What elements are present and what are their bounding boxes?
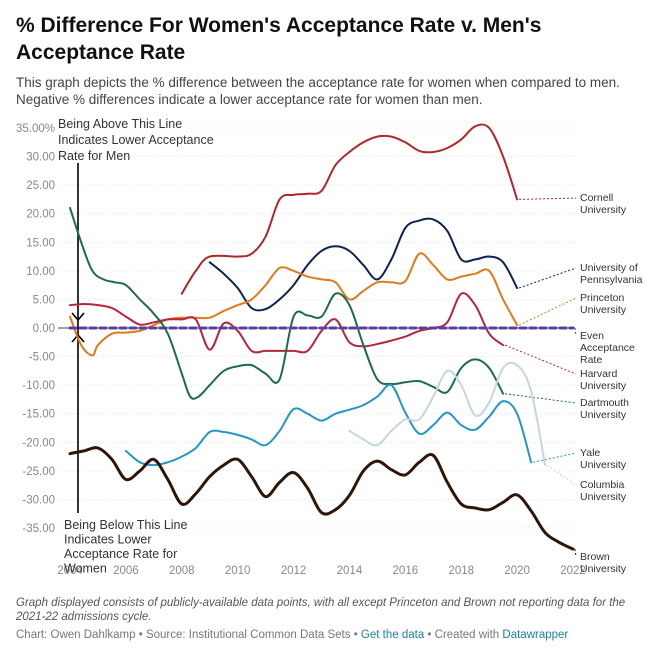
series-label-connector [546, 464, 577, 486]
annotation-above-text: Rate for Men [58, 149, 130, 163]
x-tick-label: 2008 [169, 565, 195, 577]
series-label-connector [574, 549, 577, 558]
series-label-connector [532, 452, 577, 463]
series-label-columbia-university: Columbia [580, 479, 625, 491]
series-label-connector [519, 197, 577, 200]
byline-separator: • [135, 629, 146, 641]
y-tick-label: 25.00 [26, 180, 55, 192]
y-tick-label: -5.00 [29, 352, 55, 364]
series-label-dartmouth-university: Dartmouth [580, 397, 629, 409]
x-tick-label: 2014 [337, 565, 363, 577]
series-label-dartmouth-university: University [580, 409, 627, 421]
series-label-yale-university: Yale [580, 447, 600, 459]
y-tick-label: 5.00 [33, 294, 55, 306]
byline-created-with: Created with [434, 629, 503, 641]
series-label-princeton-university: University [580, 304, 627, 316]
series-label-even-acceptance-rate: Acceptance [580, 342, 635, 354]
x-tick-label: 2004 [57, 565, 83, 577]
annotation-above-text: Indicates Lower Acceptance [58, 133, 214, 147]
series-label-harvard-university: University [580, 380, 627, 392]
series-label-yale-university: University [580, 459, 627, 471]
series-label-university-of-pennsylvania: Pennsylvania [580, 274, 643, 286]
y-tick-label: 20.00 [26, 209, 55, 221]
byline-source: Source: Institutional Common Data Sets [145, 629, 351, 641]
series-line-cornell-university [180, 123, 519, 295]
series-label-columbia-university: University [580, 491, 627, 503]
y-tick-label: -10.00 [22, 380, 55, 392]
series-label-brown-university: University [580, 563, 627, 575]
series-label-cornell-university: Cornell [580, 192, 613, 204]
series-label-even-acceptance-rate: Rate [580, 354, 602, 366]
y-tick-label: 35.00% [16, 123, 55, 135]
byline-author: Chart: Owen Dahlkamp [16, 629, 136, 641]
series-line-brown-university [68, 446, 575, 551]
x-tick-label: 2018 [448, 565, 474, 577]
byline-separator: • [424, 629, 435, 641]
series-label-connector [504, 344, 577, 375]
series-label-princeton-university: Princeton [580, 292, 625, 304]
series-line-princeton-university [69, 252, 519, 357]
x-tick-label: 2010 [225, 565, 251, 577]
y-tick-label: -20.00 [22, 437, 55, 449]
get-the-data-link[interactable]: Get the data [360, 629, 425, 641]
x-tick-label: 2022 [560, 565, 586, 577]
x-tick-label: 2006 [113, 565, 139, 577]
y-tick-label: -35.00 [22, 523, 55, 535]
y-tick-label: -15.00 [22, 409, 55, 421]
annotation-above-text: Being Above This Line [58, 117, 182, 131]
arrow-head-up [71, 312, 85, 322]
series-label-connector [505, 393, 577, 404]
annotation-below-text: Being Below This Line [64, 518, 188, 532]
series-label-cornell-university: University [580, 204, 627, 216]
annotation-below-text: Acceptance Rate for [64, 547, 177, 561]
byline-separator: • [350, 629, 361, 641]
series-label-university-of-pennsylvania: University of [580, 262, 638, 274]
chart-notes: Graph displayed consists of publicly-ava… [16, 597, 626, 623]
series-label-connector [574, 327, 577, 337]
annotation-below-text: Women [64, 562, 107, 576]
series-line-university-of-pennsylvania [208, 217, 519, 312]
y-tick-label: 0.00 [33, 323, 55, 335]
series-label-even-acceptance-rate: Even [580, 330, 604, 342]
x-tick-label: 2012 [281, 565, 307, 577]
y-tick-label: -25.00 [22, 466, 55, 478]
y-tick-label: 10.00 [26, 266, 55, 278]
y-tick-label: 30.00 [26, 152, 55, 164]
chart-byline: Chart: Owen Dahlkamp • Source: Instituti… [16, 629, 656, 641]
series-label-connector [518, 297, 577, 326]
annotation-below-text: Indicates Lower [64, 533, 152, 547]
y-tick-label: -30.00 [22, 494, 55, 506]
series-label-brown-university: Brown [580, 551, 610, 563]
chart-subtitle: This graph depicts the % difference betw… [16, 75, 620, 107]
x-tick-label: 2020 [504, 565, 530, 577]
x-tick-label: 2016 [393, 565, 419, 577]
arrow-head-down [71, 333, 85, 343]
series-line-columbia-university [348, 361, 547, 467]
series-line-dartmouth-university [69, 207, 505, 400]
series-label-harvard-university: Harvard [580, 368, 618, 380]
chart-title: % Difference For Women's Acceptance Rate… [16, 14, 542, 64]
datawrapper-link[interactable]: Datawrapper [502, 629, 569, 641]
series-line-yale-university [124, 383, 533, 467]
y-tick-label: 15.00 [26, 237, 55, 249]
